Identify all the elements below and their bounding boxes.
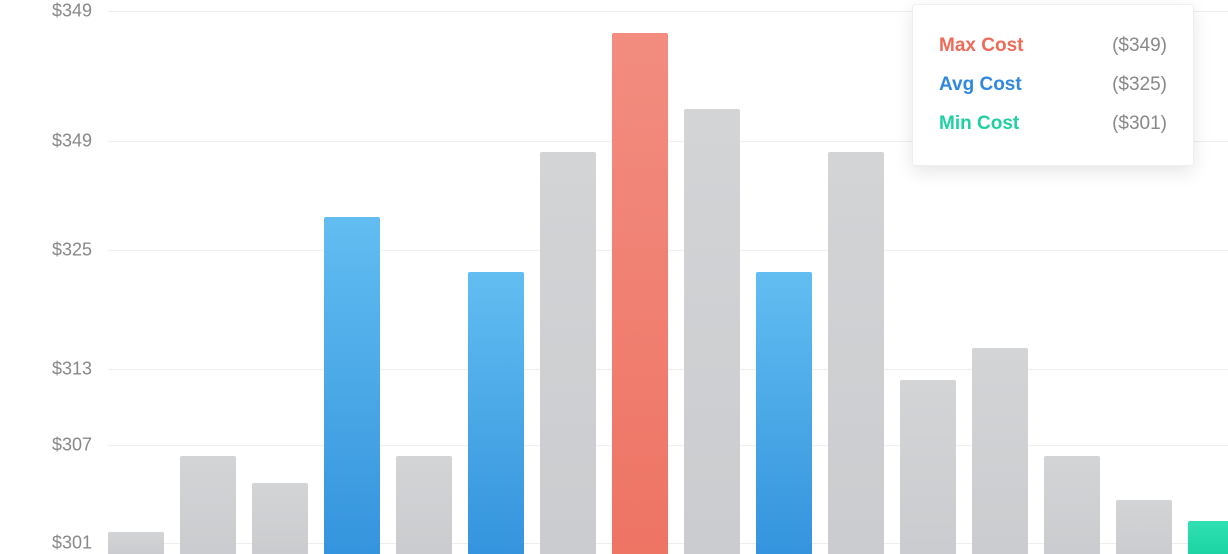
bar	[540, 152, 596, 554]
bar	[180, 456, 236, 554]
bar	[396, 456, 452, 554]
legend-value: ($325)	[1112, 74, 1167, 97]
legend-label: Min Cost	[939, 113, 1019, 136]
legend-value: ($349)	[1112, 35, 1167, 58]
legend-card: Max Cost ($349) Avg Cost ($325) Min Cost ($30…	[912, 4, 1194, 166]
y-tick-label: $349	[52, 131, 92, 152]
y-tick-label: $301	[52, 533, 92, 554]
bar	[324, 217, 380, 554]
y-tick-label: $349	[52, 0, 92, 21]
legend-row: Avg Cost ($325)	[939, 66, 1167, 105]
bar	[108, 532, 164, 554]
y-axis: $349 $349 $325 $313 $307 $301	[0, 0, 100, 554]
bar	[900, 380, 956, 554]
cost-bar-chart: $349 $349 $325 $313 $307 $301 Max Cost ($349) A…	[0, 0, 1228, 554]
bar	[1188, 521, 1228, 554]
legend-row: Min Cost ($301)	[939, 105, 1167, 144]
y-tick-label: $313	[52, 359, 92, 380]
bar	[1044, 456, 1100, 554]
legend-value: ($301)	[1112, 113, 1167, 136]
legend-row: Max Cost ($349)	[939, 27, 1167, 66]
bar	[468, 272, 524, 554]
bar	[972, 348, 1028, 554]
bar	[1116, 500, 1172, 554]
legend-label: Max Cost	[939, 35, 1023, 58]
bar	[612, 33, 668, 554]
bar	[828, 152, 884, 554]
y-tick-label: $307	[52, 435, 92, 456]
bar	[684, 109, 740, 554]
bar	[252, 483, 308, 554]
bar	[756, 272, 812, 554]
legend-label: Avg Cost	[939, 74, 1022, 97]
y-tick-label: $325	[52, 239, 92, 260]
